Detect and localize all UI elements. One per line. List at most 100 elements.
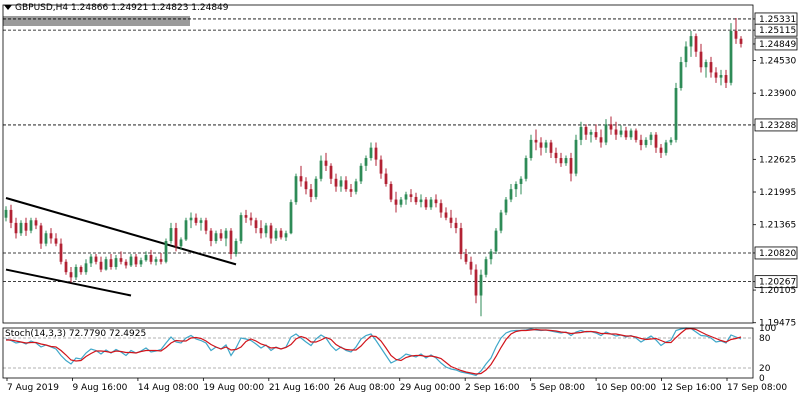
- candle: [169, 222, 173, 244]
- candle: [159, 252, 163, 265]
- candle: [144, 251, 148, 262]
- candle-body: [649, 134, 653, 140]
- candle-body: [54, 238, 58, 244]
- candle-body: [174, 228, 178, 247]
- candle-body: [29, 220, 33, 231]
- time-tick-label: 12 Sep 16:00: [662, 383, 722, 393]
- candle: [219, 229, 223, 242]
- candle: [659, 144, 663, 159]
- candle: [339, 176, 343, 192]
- candle: [559, 152, 563, 167]
- candle-body: [604, 124, 608, 143]
- candle-body: [49, 233, 53, 239]
- candle: [499, 209, 503, 234]
- candle: [539, 137, 543, 156]
- candle-body: [34, 220, 38, 226]
- candle: [644, 137, 648, 148]
- candle-body: [39, 225, 43, 244]
- candle: [74, 264, 78, 280]
- candle-body: [564, 158, 568, 164]
- candle: [354, 178, 358, 195]
- candle: [694, 33, 698, 57]
- candle: [379, 155, 383, 179]
- candle: [209, 228, 213, 247]
- candle: [44, 230, 48, 247]
- candle: [389, 181, 393, 203]
- candle: [574, 134, 578, 177]
- candle: [409, 189, 413, 203]
- candle: [129, 254, 133, 267]
- candle: [324, 152, 328, 172]
- candle-body: [549, 142, 553, 153]
- candle: [629, 128, 633, 140]
- candle-body: [134, 256, 138, 265]
- candle-body: [469, 261, 473, 270]
- candle-body: [44, 233, 48, 244]
- candle: [579, 121, 583, 146]
- candle: [709, 56, 713, 78]
- chart-frame: [2, 4, 754, 379]
- candle: [649, 132, 653, 146]
- candle: [614, 121, 618, 140]
- candle: [679, 56, 683, 91]
- trendline[interactable]: [5, 197, 237, 266]
- candle: [234, 238, 238, 257]
- ohlc-values: 1.24866 1.24921 1.24823 1.24849: [71, 3, 229, 13]
- candle-body: [554, 152, 558, 159]
- candle-body: [269, 225, 273, 239]
- candle: [254, 217, 258, 234]
- candle: [224, 228, 228, 247]
- candle: [664, 139, 668, 156]
- candle-body: [619, 130, 623, 135]
- candle-body: [704, 62, 708, 68]
- candle: [429, 196, 433, 210]
- candle: [724, 69, 728, 89]
- candle-body: [329, 165, 333, 179]
- candle-body: [219, 233, 223, 239]
- candle: [39, 222, 43, 249]
- candle-body: [514, 183, 518, 190]
- candle: [264, 222, 268, 238]
- candle-body: [154, 259, 158, 262]
- candle: [79, 265, 83, 275]
- candle-body: [99, 261, 103, 270]
- candle: [319, 155, 323, 182]
- candle-body: [464, 254, 468, 262]
- price-level-box: [754, 275, 798, 289]
- candle: [199, 217, 203, 231]
- candle-body: [694, 36, 698, 52]
- candle-body: [459, 228, 463, 255]
- candle-body: [534, 139, 538, 143]
- candle: [69, 266, 73, 283]
- candle: [364, 155, 368, 172]
- time-tick-label: 26 Aug 08:00: [334, 383, 395, 393]
- time-tick-label: 21 Aug 16:00: [269, 383, 330, 393]
- candle: [34, 217, 38, 230]
- time-tick-label: 19 Aug 00:00: [203, 383, 264, 393]
- candle-body: [199, 220, 203, 223]
- candle-body: [354, 181, 358, 192]
- candle: [524, 155, 528, 182]
- candle-body: [589, 132, 593, 135]
- candle-body: [144, 255, 148, 261]
- candle: [684, 41, 688, 68]
- candle-body: [349, 189, 353, 192]
- candle-body: [474, 269, 478, 296]
- trendline[interactable]: [5, 268, 132, 297]
- horizontal-levels: [3, 18, 753, 283]
- candle: [494, 228, 498, 255]
- candle: [729, 23, 733, 86]
- candle-body: [214, 233, 218, 242]
- candle: [279, 228, 283, 240]
- candle: [64, 259, 68, 275]
- candle-body: [359, 165, 363, 182]
- candle: [119, 251, 123, 265]
- candle: [619, 125, 623, 138]
- chevron-down-icon[interactable]: [4, 5, 12, 10]
- candle: [194, 213, 198, 226]
- candle-body: [9, 209, 13, 223]
- candle-body: [299, 176, 303, 182]
- candle-body: [569, 158, 573, 174]
